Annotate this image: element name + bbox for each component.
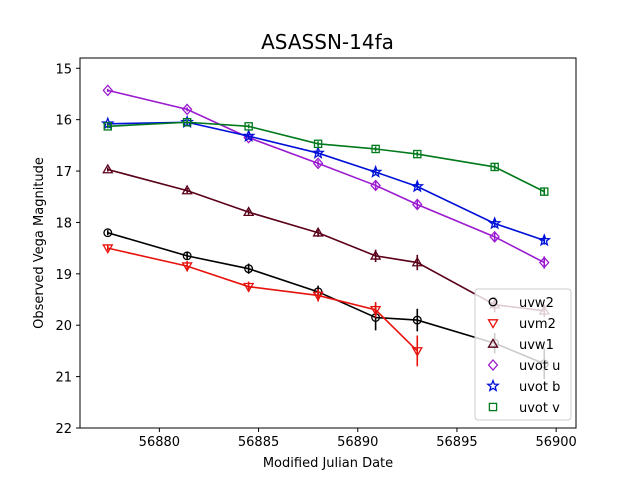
y-tick-label: 15 <box>55 62 72 77</box>
data-point <box>103 228 113 238</box>
legend-label: uvm2 <box>519 317 556 332</box>
data-point <box>181 184 193 195</box>
data-point <box>489 230 500 243</box>
x-tick-label: 56885 <box>238 435 279 450</box>
legend: uvw2 uvm2 uvw1 uvot u uvot b uvot v <box>474 288 572 421</box>
data-point <box>370 179 381 192</box>
data-point <box>244 264 254 274</box>
data-point <box>313 139 323 149</box>
data-point <box>413 149 422 159</box>
legend-marker <box>487 359 499 371</box>
y-tick-label: 18 <box>55 216 72 231</box>
series-line <box>107 89 545 264</box>
data-point <box>368 164 383 178</box>
data-point <box>410 179 425 193</box>
legend-item: uvot u <box>487 359 560 374</box>
data-point <box>411 256 423 267</box>
series-uvm2 <box>102 244 423 367</box>
data-point <box>412 315 422 325</box>
y-axis-label: Observed Vega Magnitude <box>32 157 47 329</box>
legend-label: uvot b <box>519 380 560 395</box>
x-axis-label: Modified Julian Date <box>263 456 393 471</box>
data-point <box>182 251 192 261</box>
y-tick-label: 17 <box>55 165 72 180</box>
data-point <box>102 244 114 255</box>
series-line <box>107 247 418 352</box>
legend-marker <box>488 297 498 307</box>
legend-marker <box>487 319 499 329</box>
legend-label: uvot u <box>519 359 560 374</box>
data-point <box>540 187 549 196</box>
data-point <box>102 163 114 174</box>
series-line <box>107 121 545 242</box>
y-tick-label: 16 <box>55 114 72 129</box>
data-point <box>411 347 423 357</box>
legend-label: uvw1 <box>519 338 554 353</box>
data-point <box>538 256 550 269</box>
data-point <box>369 305 382 316</box>
x-tick-label: 56895 <box>436 435 477 450</box>
x-axis: 56880 56885 56890 56895 56900 <box>139 428 577 450</box>
data-point <box>311 145 325 159</box>
series-line <box>107 121 545 193</box>
x-tick-label: 56880 <box>139 435 180 450</box>
series-uvot-b <box>100 115 552 247</box>
y-tick-label: 21 <box>55 371 72 386</box>
data-point <box>490 162 499 172</box>
x-tick-label: 56890 <box>337 435 378 450</box>
data-point <box>182 117 192 127</box>
data-point <box>181 103 193 116</box>
legend-item: uvw1 <box>487 338 554 353</box>
chart-title: ASASSN-14fa <box>261 30 394 54</box>
legend-item: uvm2 <box>487 317 556 332</box>
y-axis: 15 16 17 18 19 20 21 22 <box>55 62 80 437</box>
legend-item: uvw2 <box>488 296 554 311</box>
legend-label: uvot v <box>519 401 560 416</box>
data-point <box>244 122 253 131</box>
data-point <box>537 233 552 247</box>
plot-frame <box>79 57 577 429</box>
data-point <box>369 249 382 260</box>
data-point <box>312 291 324 302</box>
data-point <box>243 206 255 217</box>
data-point <box>103 122 113 131</box>
y-tick-label: 19 <box>55 268 72 283</box>
legend-box <box>474 288 572 421</box>
data-point <box>487 216 502 230</box>
y-tick-label: 22 <box>55 422 72 437</box>
y-tick-label: 20 <box>55 319 72 334</box>
data-point <box>312 157 324 170</box>
data-point <box>243 282 255 293</box>
series-uvot-u <box>102 84 550 269</box>
legend-label: uvw2 <box>519 296 554 311</box>
legend-marker <box>486 378 500 392</box>
data-point <box>371 144 380 154</box>
legend-marker <box>488 402 498 412</box>
data-point <box>412 198 423 211</box>
series-uvot-v <box>103 117 549 196</box>
legend-marker <box>487 338 499 348</box>
legend-item: uvot v <box>488 401 560 416</box>
data-point <box>312 226 324 237</box>
data-point <box>181 262 193 273</box>
x-tick-label: 56900 <box>535 435 576 450</box>
data-point <box>241 128 256 142</box>
series-layer <box>100 84 552 380</box>
legend-item: uvot b <box>486 378 560 395</box>
data-point <box>102 84 114 97</box>
